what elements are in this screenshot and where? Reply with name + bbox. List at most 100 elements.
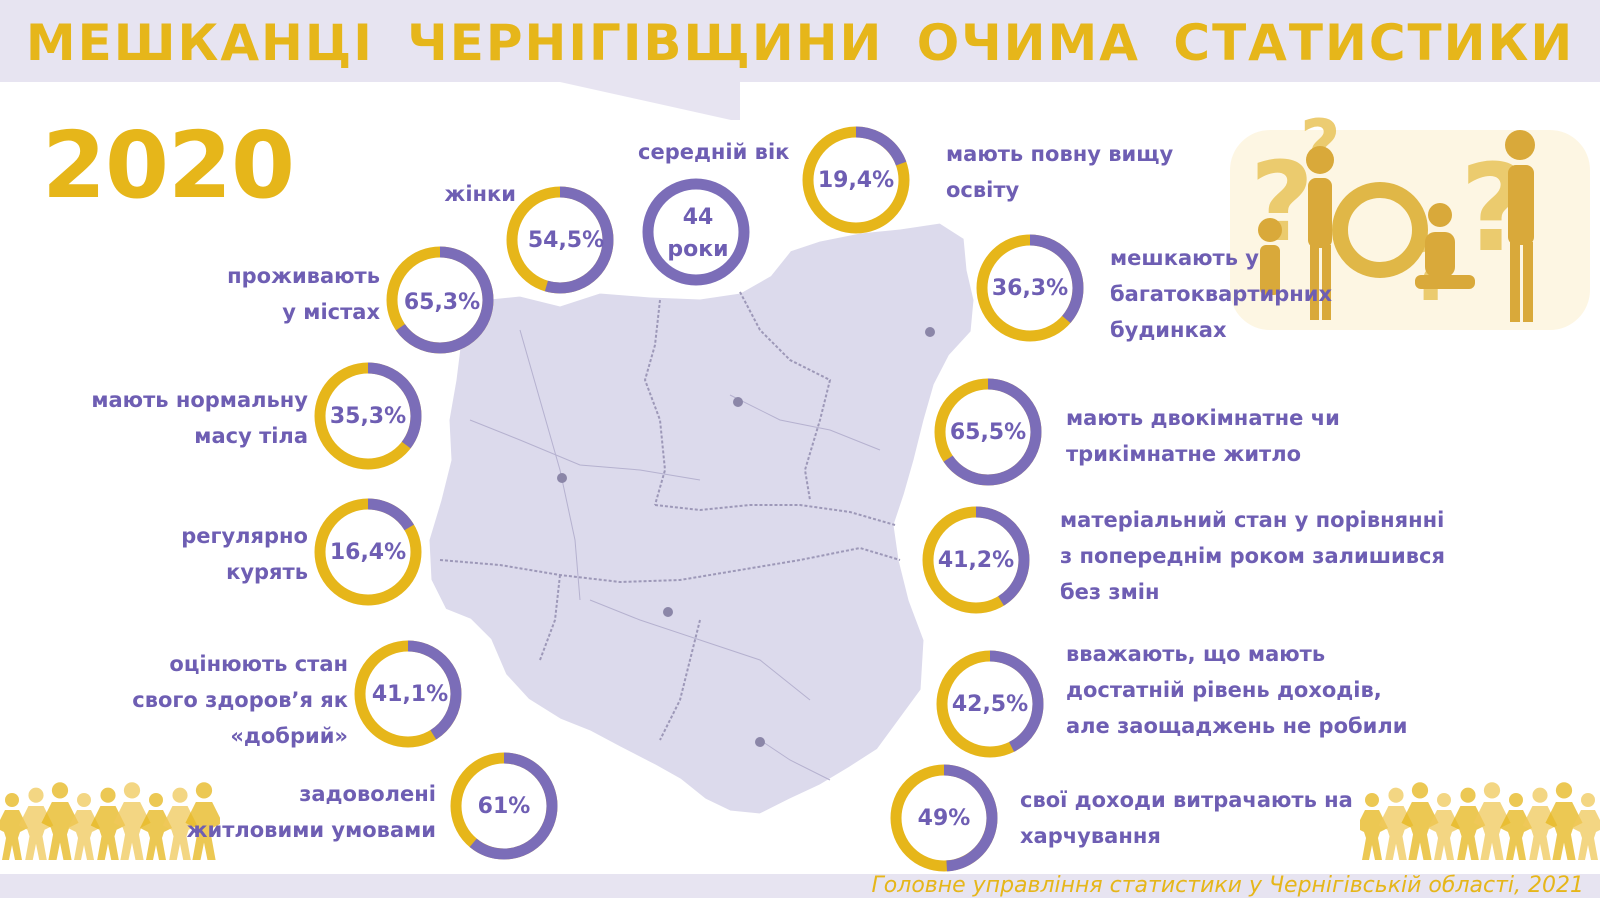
stat-label-line: свої доходи витрачають на xyxy=(1020,788,1353,812)
map-city-novhorod-siverskyi xyxy=(925,327,935,337)
stat-ring-urban xyxy=(386,246,494,354)
stat-label-line: мешкають у xyxy=(1110,246,1259,270)
stat-label-food-spending: свої доходи витрачають на харчування xyxy=(1020,782,1353,854)
stat-label-line: курять xyxy=(226,560,308,584)
stat-ring-arc xyxy=(386,246,494,354)
stat-label-line: середній вік xyxy=(638,140,790,164)
stat-value-food-spending: 49% xyxy=(917,806,971,831)
stat-ring-arc xyxy=(934,378,1042,486)
stat-label-apartment-buildings: мешкають у багатоквартирних будинках xyxy=(1110,240,1332,348)
stat-ring-arc xyxy=(314,498,422,606)
person-figure xyxy=(41,782,79,860)
person-figure xyxy=(68,793,100,860)
map-city-chernihiv xyxy=(557,473,567,483)
stat-value-financial-unchanged: 41,2% xyxy=(937,548,1015,573)
stat-label-line: вважають, що мають xyxy=(1066,642,1326,666)
stat-ring-health-good xyxy=(354,640,462,748)
stat-ring-avg-age xyxy=(642,178,750,286)
stat-ring-track xyxy=(642,178,750,286)
stat-value-women: 54,5% xyxy=(527,228,605,253)
stat-label-line: без змін xyxy=(1060,580,1160,604)
stat-label-line: харчування xyxy=(1020,824,1161,848)
stat-ring-arc xyxy=(890,764,998,872)
stat-value-housing-satisfied: 61% xyxy=(477,794,531,819)
stat-ring-higher-education xyxy=(802,126,910,234)
stat-label-financial-unchanged: матеріальний стан у порівнянні з поперед… xyxy=(1060,502,1445,610)
stat-label-sufficient-income: вважають, що мають достатній рівень дохо… xyxy=(1066,636,1408,744)
stat-value-higher-education: 19,4% xyxy=(817,168,895,193)
stat-ring-arc xyxy=(450,752,558,860)
page-title: МЕШКАНЦІ ЧЕРНІГІВЩИНИ ОЧИМА СТАТИСТИКИ xyxy=(25,14,1575,72)
stat-label-line: достатній рівень доходів, xyxy=(1066,678,1382,702)
stat-value-avg-age: 44 роки xyxy=(644,202,752,266)
stat-label-urban: проживають у містах xyxy=(227,258,380,330)
stat-label-line: масу тіла xyxy=(194,424,308,448)
footer-bar xyxy=(0,874,1600,898)
stat-ring-apartment-buildings xyxy=(976,234,1084,342)
stat-label-line: багатоквартирних xyxy=(1110,282,1333,306)
map-city-koriukivka xyxy=(733,397,743,407)
stat-label-line: у містах xyxy=(282,300,380,324)
stat-label-line: матеріальний стан у порівнянні xyxy=(1060,508,1445,532)
stat-label-higher-education: мають повну вищу освіту xyxy=(946,136,1173,208)
stat-label-line: з попереднім роком залишився xyxy=(1060,544,1445,568)
stat-label-line: трикімнатне житло xyxy=(1066,442,1302,466)
person-figure xyxy=(1572,793,1600,860)
stat-label-women: жінки xyxy=(444,176,516,212)
stat-label-two-three-rooms: мають двокімнатне чи трикімнатне житло xyxy=(1066,400,1340,472)
person-figure xyxy=(1500,793,1532,860)
person-figure xyxy=(140,793,172,860)
source-footer: Головне управління статистики у Чернігів… xyxy=(871,873,1584,898)
stat-label-line: задоволені xyxy=(299,782,436,806)
crowd-left-illustration xyxy=(0,782,220,860)
stat-ring-two-three-rooms xyxy=(934,378,1042,486)
year-label: 2020 xyxy=(42,112,295,219)
stat-ring-housing-satisfied xyxy=(450,752,558,860)
stat-label-health-good: оцінюють стан свого здоров’я як «добрий» xyxy=(132,646,348,754)
stat-label-line: проживають xyxy=(227,264,380,288)
person-figure xyxy=(1401,782,1439,860)
stat-ring-arc xyxy=(314,362,422,470)
person-figure xyxy=(1545,782,1583,860)
map-city-nizhyn xyxy=(663,607,673,617)
title-banner xyxy=(0,0,1600,120)
person-figure xyxy=(113,782,151,860)
stat-label-line: «добрий» xyxy=(230,724,348,748)
stat-label-line: освіту xyxy=(946,178,1020,202)
stat-ring-arc xyxy=(976,234,1084,342)
region-map-outline xyxy=(426,220,977,817)
stat-label-housing-satisfied: задоволені житловими умовами xyxy=(187,776,436,848)
stat-value-avg-age-number: 44 xyxy=(682,205,714,230)
stat-ring-financial-unchanged xyxy=(922,506,1030,614)
stat-ring-arc xyxy=(936,650,1044,758)
person-figure xyxy=(1473,782,1511,860)
stat-label-smokers: регулярно курять xyxy=(181,518,308,590)
stat-value-smokers: 16,4% xyxy=(329,540,407,565)
stat-label-line: регулярно xyxy=(181,524,308,548)
stat-ring-food-spending xyxy=(890,764,998,872)
svg-text:?: ? xyxy=(1250,138,1314,266)
stat-label-normal-weight: мають нормальну масу тіла xyxy=(91,382,308,454)
stat-label-line: мають повну вищу xyxy=(946,142,1174,166)
stat-value-urban: 65,3% xyxy=(403,290,481,315)
stat-ring-sufficient-income xyxy=(936,650,1044,758)
person-figure xyxy=(185,782,220,860)
stat-ring-arc xyxy=(802,126,910,234)
stat-label-line: мають двокімнатне чи xyxy=(1066,406,1340,430)
stat-label-line: будинках xyxy=(1110,318,1227,342)
crowd-right-illustration xyxy=(1360,782,1600,860)
stat-ring-normal-weight xyxy=(314,362,422,470)
stat-label-line: мають нормальну xyxy=(91,388,308,412)
stat-ring-arc xyxy=(506,186,614,294)
stat-label-avg-age: середній вік xyxy=(638,134,789,170)
stat-value-sufficient-income: 42,5% xyxy=(951,692,1029,717)
map-city-pryluky xyxy=(755,737,765,747)
stat-ring-arc xyxy=(354,640,462,748)
stat-value-avg-age-unit: роки xyxy=(667,237,729,262)
stat-label-line: житловими умовами xyxy=(186,818,436,842)
stat-label-line: оцінюють стан xyxy=(169,652,348,676)
stat-label-line: свого здоров’я як xyxy=(132,688,348,712)
stat-value-apartment-buildings: 36,3% xyxy=(991,276,1069,301)
